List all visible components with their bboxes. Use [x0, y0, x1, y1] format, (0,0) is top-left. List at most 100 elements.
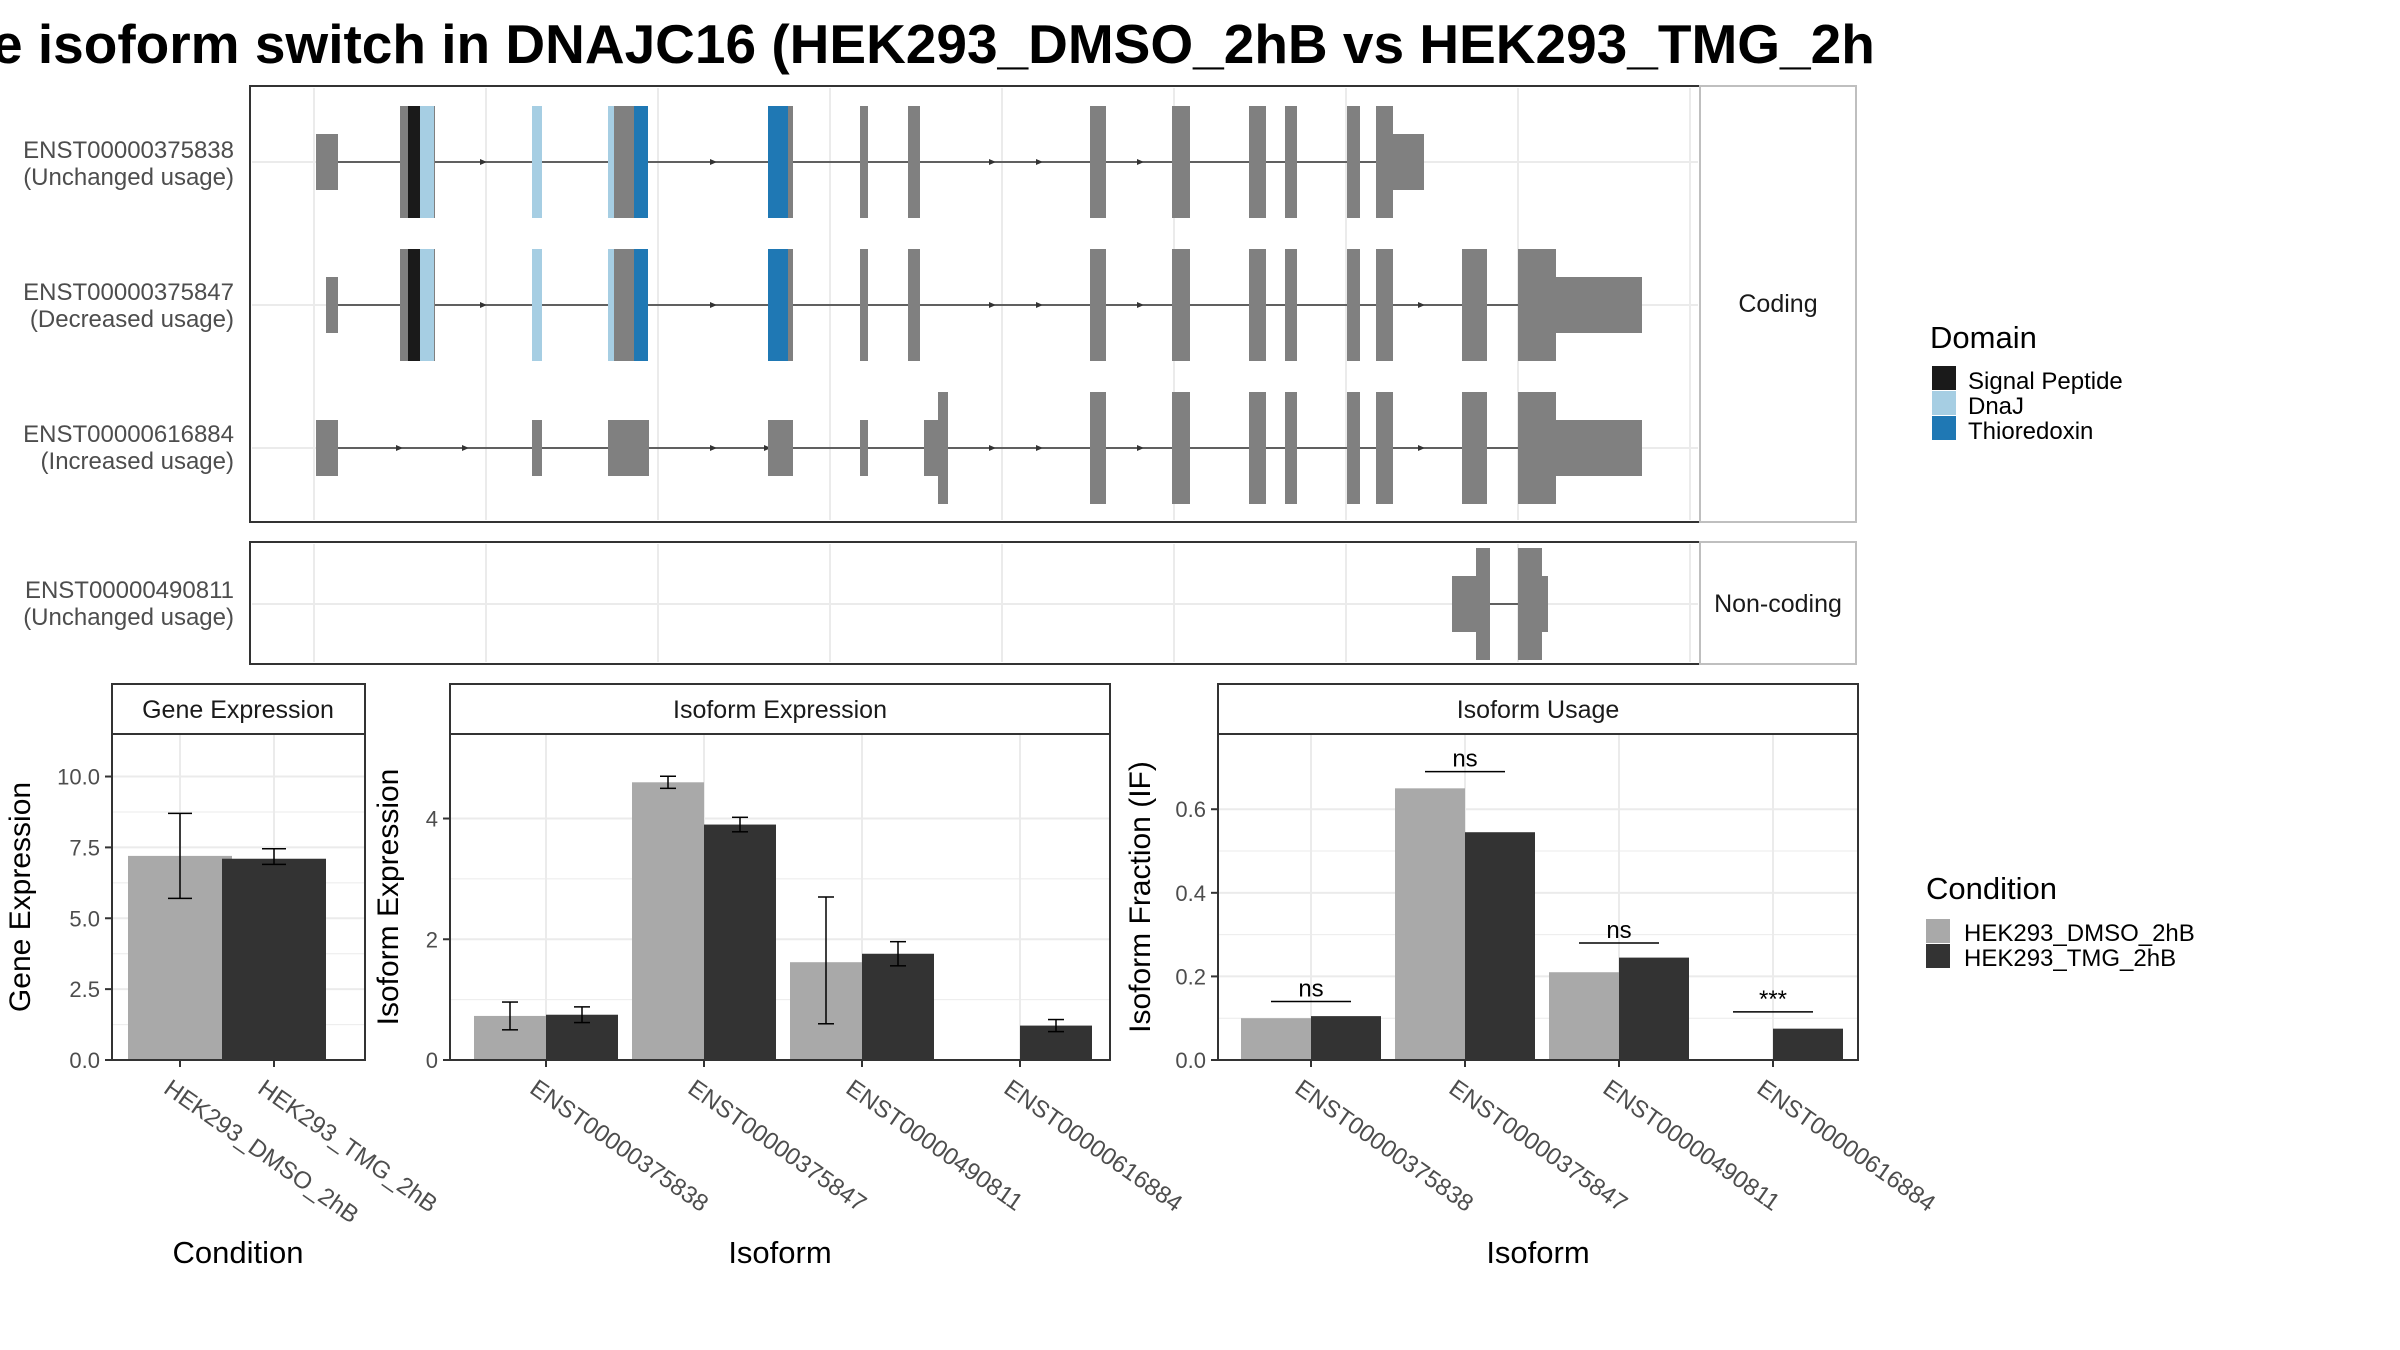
- isoform-expression-xlabel: Isoform: [728, 1235, 831, 1270]
- gene-expression-ytick-label: 5.0: [69, 906, 100, 931]
- exon-block: [1518, 548, 1542, 660]
- exon-block: [400, 106, 408, 218]
- isoform-usage-ytick-label: 0.2: [1175, 964, 1206, 989]
- facet-label-coding: Coding: [1738, 290, 1817, 318]
- exon-block: [860, 249, 868, 361]
- exon-block: [908, 249, 920, 361]
- exon-block: [1393, 134, 1424, 190]
- strand-arrow: [989, 159, 996, 165]
- strand-arrow: [1418, 302, 1425, 308]
- bar: [1549, 972, 1619, 1060]
- domain-block: [532, 106, 542, 218]
- exon-block: [860, 420, 868, 476]
- exon-block: [1249, 106, 1266, 218]
- strand-arrow: [710, 445, 717, 451]
- strand-arrow: [710, 159, 717, 165]
- significance-label: ***: [1759, 986, 1787, 1013]
- gene-expression-ytick-label: 7.5: [69, 835, 100, 860]
- bar: [1773, 1028, 1843, 1060]
- legend-swatch-dmso: [1926, 919, 1950, 943]
- bar: [862, 953, 934, 1060]
- legend-swatch-tmg: [1926, 944, 1950, 968]
- bar: [1465, 832, 1535, 1060]
- chart-title: e isoform switch in DNAJC16 (HEK293_DMSO…: [0, 13, 1872, 75]
- isoform-expression-xtick-label: ENST00000616884: [999, 1075, 1187, 1218]
- exon-block: [860, 106, 868, 218]
- gene-expression-ytick-label: 2.5: [69, 977, 100, 1002]
- exon-block: [1556, 277, 1642, 333]
- significance-label: ns: [1452, 746, 1477, 773]
- strand-arrow: [989, 445, 996, 451]
- exon-block: [1172, 249, 1190, 361]
- domain-legend-title: Domain: [1930, 320, 2037, 355]
- exon-block: [1376, 249, 1393, 361]
- domain-block: [420, 106, 434, 218]
- strand-arrow: [1137, 159, 1144, 165]
- exon-block: [400, 249, 408, 361]
- domain-block: [634, 249, 648, 361]
- domain-block: [768, 249, 788, 361]
- noncoding-strip: [1699, 541, 1857, 665]
- bar: [222, 858, 326, 1060]
- isoform-usage-ylabel: Isoform Fraction (IF): [1124, 761, 1157, 1033]
- condition-legend: Condition HEK293_DMSO_2hB HEK293_TMG_2hB: [1926, 871, 2195, 972]
- domain-block: [768, 106, 788, 218]
- isoform-usage-ytick-label: 0.4: [1175, 881, 1206, 906]
- legend-label-dmso: HEK293_DMSO_2hB: [1964, 920, 2195, 947]
- exon-block: [1556, 420, 1642, 476]
- isoform-label-id: ENST00000375847: [23, 279, 234, 306]
- exon-block: [1462, 392, 1487, 504]
- condition-legend-title: Condition: [1926, 871, 2057, 906]
- legend-label-dnaj: DnaJ: [1968, 393, 2024, 420]
- legend-label-thioredoxin: Thioredoxin: [1968, 418, 2093, 445]
- strand-arrow: [1418, 445, 1425, 451]
- bar: [704, 824, 776, 1060]
- exon-block: [1172, 392, 1190, 504]
- isoform-label-id: ENST00000375838: [23, 137, 234, 164]
- exon-block: [1249, 249, 1266, 361]
- exon-block: [532, 420, 542, 476]
- exon-block: [608, 420, 649, 476]
- domain-block: [408, 106, 420, 218]
- exon-block: [1090, 106, 1106, 218]
- bar: [1619, 957, 1689, 1060]
- exon-block: [1376, 106, 1393, 218]
- domain-block: [408, 249, 420, 361]
- gene-expression-ylabel: Gene Expression: [4, 782, 37, 1012]
- strand-arrow: [764, 445, 771, 451]
- bar: [632, 782, 704, 1060]
- coding-isoforms: [316, 106, 1642, 504]
- exon-block: [1347, 249, 1360, 361]
- isoform-usage-panel: [1217, 733, 1859, 1061]
- exon-block: [768, 420, 793, 476]
- isoform-label-usage: (Decreased usage): [30, 306, 234, 333]
- legend-swatch-thioredoxin: [1932, 416, 1956, 440]
- noncoding-isoforms: [1452, 548, 1548, 660]
- exon-block: [1090, 392, 1106, 504]
- isoform-expression-ytick-label: 0: [426, 1048, 438, 1073]
- domain-legend: Domain Signal Peptide DnaJ Thioredoxin: [1930, 320, 2123, 445]
- strand-arrow: [1036, 302, 1043, 308]
- exon-block: [1347, 392, 1360, 504]
- isoform-expression-panel: [449, 733, 1111, 1061]
- isoform-label-usage: (Unchanged usage): [23, 164, 234, 191]
- isoform-expression-ytick-label: 4: [426, 807, 438, 832]
- strand-arrow: [1137, 302, 1144, 308]
- domain-block: [608, 106, 614, 218]
- bar: [1241, 1018, 1311, 1060]
- exon-block: [908, 106, 920, 218]
- domain-block: [532, 249, 542, 361]
- gene-expression-title: Gene Expression: [142, 696, 334, 724]
- exon-block: [938, 392, 948, 504]
- coding-strip: [1699, 85, 1857, 523]
- exon-block: [1518, 392, 1556, 504]
- strand-arrow: [989, 302, 996, 308]
- domain-block: [634, 106, 648, 218]
- isoform-label-usage: (Increased usage): [41, 448, 234, 475]
- strand-arrow: [1036, 445, 1043, 451]
- exon-block: [1476, 548, 1490, 660]
- legend-label-tmg: HEK293_TMG_2hB: [1964, 945, 2176, 972]
- legend-swatch-signal-peptide: [1932, 366, 1956, 390]
